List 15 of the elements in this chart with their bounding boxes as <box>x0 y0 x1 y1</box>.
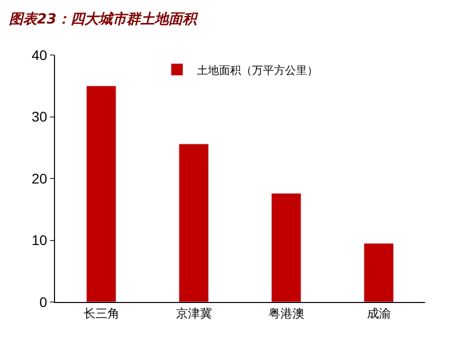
bar <box>364 243 394 302</box>
bar <box>271 193 302 302</box>
y-tick-label: 30 <box>32 108 48 125</box>
chart-title: 图表23：四大城市群土地面积 <box>9 10 198 28</box>
y-tick-label: 20 <box>32 170 48 186</box>
y-tick-label: 10 <box>32 232 48 248</box>
x-tick-label: 粤港澳 <box>268 306 304 320</box>
x-tick-label: 京津冀 <box>176 306 212 320</box>
bar <box>178 144 209 302</box>
x-tick-label: 成渝 <box>366 306 391 320</box>
bar <box>86 86 116 302</box>
legend-label: 土地面积（万平方公里） <box>197 64 318 77</box>
y-tick-label: 40 <box>32 46 48 63</box>
y-tick-label: 0 <box>39 294 48 310</box>
x-tick-label: 长三角 <box>83 306 120 320</box>
